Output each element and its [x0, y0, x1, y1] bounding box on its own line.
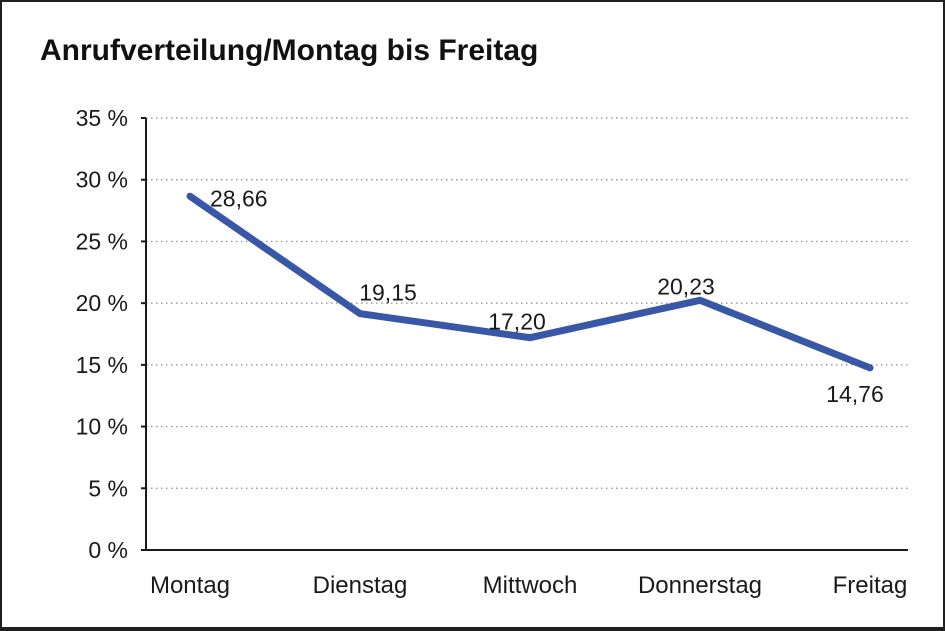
data-label: 19,15: [359, 280, 417, 306]
y-axis-label: 35 %: [76, 105, 128, 131]
x-axis-label: Freitag: [833, 572, 908, 599]
y-axis-label: 10 %: [76, 414, 128, 440]
x-axis-label: Donnerstag: [638, 572, 762, 599]
x-axis-label: Montag: [150, 572, 230, 599]
data-label: 14,76: [826, 381, 884, 407]
y-axis-label: 5 %: [88, 475, 128, 501]
y-axis-label: 0 %: [88, 537, 128, 563]
y-axis-label: 15 %: [76, 352, 128, 378]
data-label: 17,20: [488, 309, 546, 335]
data-label: 28,66: [210, 185, 268, 211]
chart-title: Anrufverteilung/Montag bis Freitag: [40, 34, 539, 67]
data-line: [186, 192, 874, 372]
data-label: 20,23: [657, 273, 715, 299]
x-axis-label: Mittwoch: [483, 572, 578, 599]
y-axis-label: 30 %: [76, 167, 128, 193]
y-axis-label: 25 %: [76, 228, 128, 254]
x-axis-label: Dienstag: [313, 572, 408, 599]
y-axis-label: 20 %: [76, 290, 128, 316]
